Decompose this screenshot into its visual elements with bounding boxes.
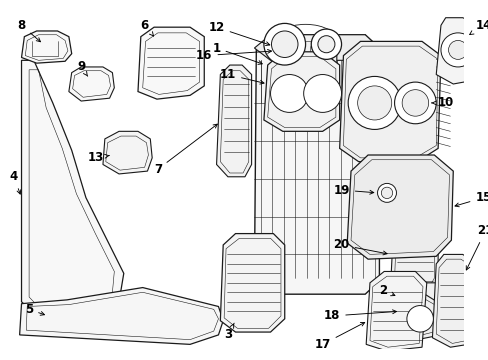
Text: 16: 16 (196, 49, 271, 62)
Circle shape (271, 31, 297, 58)
Polygon shape (366, 271, 426, 351)
Circle shape (381, 187, 392, 199)
Text: 7: 7 (154, 124, 217, 176)
Text: 1: 1 (212, 41, 262, 64)
Circle shape (440, 33, 474, 67)
Polygon shape (431, 255, 477, 347)
Polygon shape (435, 18, 479, 84)
Circle shape (357, 86, 391, 120)
Bar (157, 54, 172, 75)
Circle shape (317, 36, 334, 53)
Polygon shape (20, 288, 223, 345)
Text: 21: 21 (466, 224, 488, 270)
Polygon shape (346, 155, 452, 259)
Text: 9: 9 (77, 60, 87, 76)
Circle shape (377, 183, 396, 202)
Circle shape (311, 29, 341, 59)
Circle shape (447, 40, 467, 59)
Text: 18: 18 (323, 310, 396, 323)
Text: 6: 6 (140, 19, 153, 36)
Circle shape (264, 23, 305, 65)
Polygon shape (390, 283, 437, 319)
Text: 2: 2 (378, 284, 394, 297)
Text: 3: 3 (224, 323, 234, 341)
Circle shape (406, 306, 432, 332)
Polygon shape (21, 31, 72, 63)
Polygon shape (390, 212, 437, 294)
Polygon shape (138, 27, 204, 99)
Text: 13: 13 (87, 151, 109, 165)
Circle shape (394, 82, 435, 124)
Polygon shape (216, 65, 251, 177)
Text: 17: 17 (314, 323, 364, 351)
Text: 15: 15 (454, 191, 488, 207)
Polygon shape (339, 41, 440, 162)
Polygon shape (254, 35, 379, 294)
Polygon shape (103, 131, 152, 174)
Polygon shape (69, 67, 114, 101)
Text: 5: 5 (25, 303, 44, 316)
Polygon shape (254, 35, 379, 60)
Text: 8: 8 (18, 19, 41, 42)
Text: 10: 10 (431, 96, 453, 109)
Text: 19: 19 (333, 184, 373, 197)
Text: 12: 12 (208, 21, 269, 45)
Circle shape (401, 90, 428, 116)
Text: 4: 4 (10, 170, 20, 194)
Circle shape (303, 75, 341, 112)
Bar (174, 54, 189, 75)
Polygon shape (400, 294, 439, 339)
Circle shape (347, 76, 400, 130)
Text: 11: 11 (220, 68, 264, 84)
Text: 20: 20 (333, 238, 386, 255)
Polygon shape (220, 234, 284, 332)
Polygon shape (264, 52, 339, 131)
Polygon shape (21, 60, 123, 335)
Circle shape (270, 75, 308, 112)
Text: 14: 14 (468, 19, 488, 35)
Polygon shape (270, 35, 336, 97)
